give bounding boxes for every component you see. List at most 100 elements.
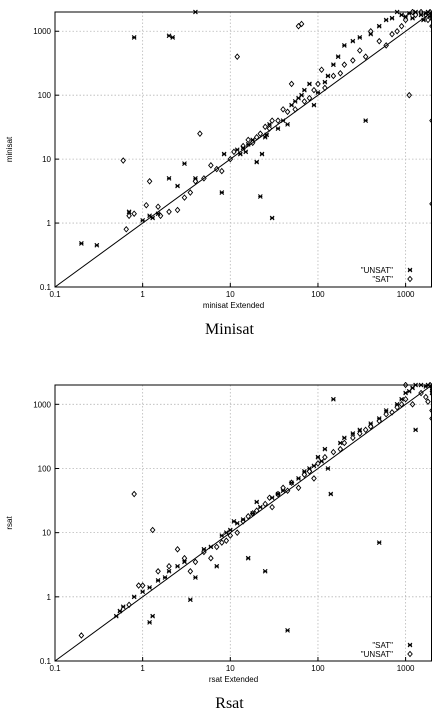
data-point-cross (147, 585, 152, 590)
data-point-cross (193, 575, 198, 580)
y-tick-label: 100 (38, 464, 52, 473)
data-point-diamond (362, 426, 369, 434)
data-point-cross (325, 466, 331, 471)
data-point-cross (94, 242, 100, 248)
data-point-cross (219, 190, 225, 195)
data-point-diamond (155, 567, 161, 575)
data-point-cross (376, 23, 382, 29)
y-tick-label: 100 (38, 91, 52, 100)
data-point-cross (403, 14, 409, 19)
data-point-cross (117, 608, 123, 614)
data-point-cross (131, 35, 137, 40)
data-point-diamond (280, 106, 286, 113)
data-point-diamond (174, 546, 181, 553)
data-point-cross (322, 79, 328, 85)
data-point-cross (311, 102, 317, 108)
data-point-cross (257, 194, 263, 199)
data-point-cross (403, 390, 409, 396)
data-point-diamond (341, 61, 348, 68)
legend-label: "UNSAT" (361, 650, 393, 659)
data-point-diamond (398, 401, 405, 408)
data-point-diamond (262, 123, 268, 131)
data-point-diamond (425, 16, 431, 24)
data-point-cross (166, 175, 172, 181)
x-tick-label: 1 (140, 290, 145, 299)
data-point-diamond (240, 518, 246, 525)
chart-caption: Minisat (205, 321, 254, 338)
data-point-diamond (350, 57, 356, 64)
data-point-diamond (131, 210, 137, 218)
data-point-diamond (227, 155, 234, 163)
data-point-cross (214, 563, 220, 569)
data-point-cross (383, 408, 389, 413)
x-tick-label: 100 (311, 664, 325, 673)
data-point-diamond (275, 490, 281, 498)
data-point-diamond (356, 430, 363, 437)
data-point-diamond (394, 27, 400, 35)
data-point-diamond (315, 460, 321, 467)
x-tick-label: 1000 (397, 290, 415, 299)
data-point-cross (331, 62, 336, 68)
data-point-cross (262, 568, 268, 574)
data-point-cross (155, 578, 161, 583)
data-point-cross (162, 575, 168, 580)
data-point-cross (237, 151, 243, 157)
data-point-diamond (126, 601, 132, 609)
data-point-diamond (187, 189, 194, 196)
legend-marker (407, 275, 413, 283)
data-point-cross (350, 38, 356, 44)
data-point-diamond (330, 448, 337, 456)
data-point-diamond (257, 130, 264, 137)
data-point-cross (264, 132, 270, 138)
data-point-cross (410, 15, 415, 21)
data-point-cross (315, 90, 321, 95)
data-point-cross (319, 458, 324, 464)
minisat-scatter-panel: 0.10.1 1 1 10 10 100 100 1000 1000 minisat Extend… (5, 9, 432, 338)
data-point-cross (219, 533, 225, 538)
data-point-diamond (330, 72, 337, 80)
data-point-diamond (322, 453, 328, 461)
data-point-cross (182, 559, 187, 565)
data-point-diamond (269, 503, 275, 511)
data-point-cross (363, 118, 369, 124)
y-axis-title: rsat (5, 516, 14, 530)
data-point-diamond (213, 543, 220, 551)
data-point-diamond (245, 512, 251, 520)
data-point-diamond (201, 548, 207, 556)
data-point-diamond (306, 94, 313, 102)
data-point-diamond (155, 203, 161, 211)
x-axis-title: rsat Extended (209, 675, 258, 684)
data-point-diamond (219, 539, 225, 546)
data-point-cross (341, 43, 347, 48)
data-point-diamond (418, 9, 424, 16)
data-point-cross (267, 121, 272, 127)
data-point-cross (429, 390, 432, 396)
legend-label: "SAT" (372, 275, 393, 284)
data-point-diamond (376, 37, 383, 45)
data-point-diamond (78, 632, 85, 639)
data-point-diamond (389, 409, 395, 416)
data-point-diamond (367, 27, 374, 35)
data-point-diamond (201, 175, 207, 182)
data-point-diamond (337, 69, 344, 77)
data-point-diamond (249, 510, 256, 517)
data-point-diamond (208, 554, 214, 562)
data-point-diamond (402, 16, 409, 24)
data-point-diamond (187, 567, 194, 575)
data-point-diamond (234, 53, 241, 60)
points-layer (78, 9, 432, 248)
data-point-diamond (135, 582, 142, 589)
data-point-cross (257, 504, 263, 510)
y-tick-label: 1 (47, 219, 52, 228)
data-point-diamond (213, 165, 220, 173)
data-point-diamond (429, 407, 432, 414)
data-point-cross (170, 35, 176, 40)
y-tick-label: 1000 (33, 27, 51, 36)
data-point-cross (259, 151, 265, 157)
data-point-cross (421, 17, 426, 23)
data-point-cross (413, 382, 418, 388)
data-point-diamond (383, 410, 389, 418)
data-point-diamond (429, 22, 432, 30)
data-point-diamond (301, 98, 308, 105)
data-point-diamond (376, 417, 383, 425)
